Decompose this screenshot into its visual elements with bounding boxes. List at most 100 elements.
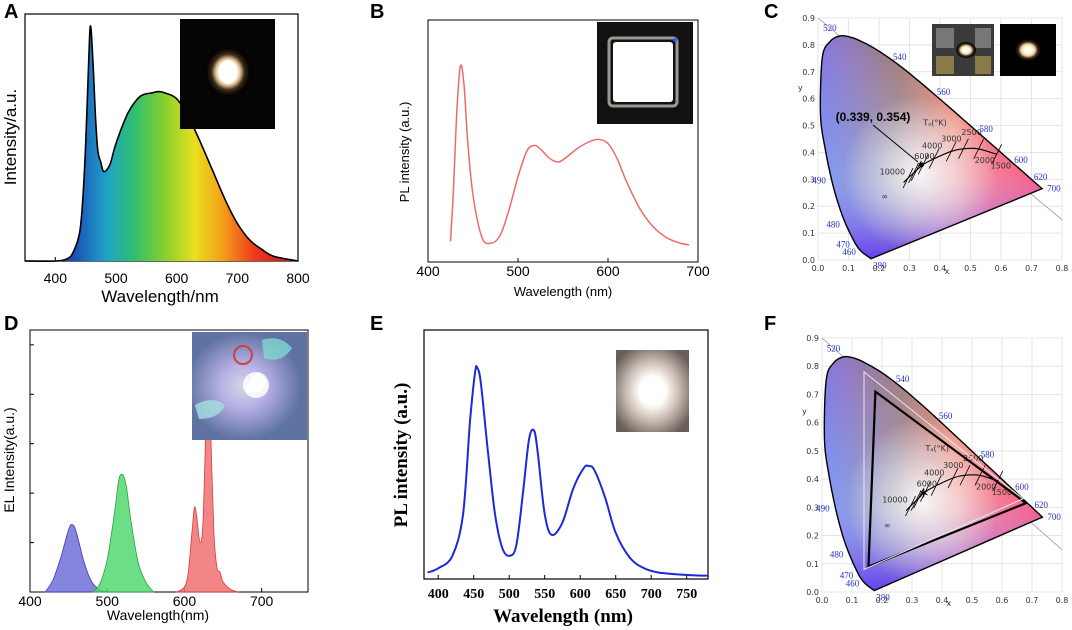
panel-d: D EL Intensity(a.u.) Wavelength(nm) 400 5…	[1, 313, 309, 623]
y-axis-label: y	[798, 84, 803, 93]
x-ticks: 400 500 600 700	[416, 258, 710, 279]
panel-a: A Intensity/a.u. Wavelength/nm 400 500 600…	[1, 1, 310, 306]
panel-b: B PL intensity (a.u.) Wavelength (nm) 40…	[370, 1, 710, 299]
x-tick-label: 400	[416, 263, 440, 279]
x-tick-label: 0.0	[816, 596, 829, 605]
spectral-locus	[819, 34, 1044, 260]
y-tick-label: 0.9	[806, 334, 819, 343]
white-glow-photo	[616, 350, 689, 432]
x-tick-label: 0.8	[1056, 596, 1069, 605]
temperature-label: 2000	[975, 156, 995, 165]
wavelength-label: 380	[873, 261, 887, 271]
y-tick-label: 0.3	[802, 175, 815, 184]
panel-letter: F	[764, 313, 776, 335]
spectrum	[24, 24, 299, 262]
x-tick-label: 0.4	[934, 264, 947, 273]
y-tick-label: 0.0	[806, 588, 819, 597]
isotherm-line	[930, 475, 942, 496]
x-tick-label: 600	[173, 593, 197, 609]
x-axis-label: Wavelength(nm)	[107, 607, 209, 623]
x-tick-label: 650	[605, 587, 626, 602]
plot-frame	[29, 329, 309, 593]
wavelength-label: 480	[830, 550, 844, 560]
x-tick-label: 600	[570, 587, 591, 602]
y-tick-label: 0.9	[802, 14, 815, 23]
x-tick-label: 0.6	[995, 264, 1008, 273]
wavelength-label: 470	[840, 571, 854, 581]
isotherm-line	[920, 481, 931, 502]
wavelength-label: 560	[937, 87, 951, 97]
x-tick-label: 0.7	[1026, 596, 1039, 605]
x-tick-label: 500	[96, 593, 120, 609]
panel-letter: C	[764, 1, 778, 23]
wavelength-label: 490	[816, 504, 830, 514]
isotherm-line	[973, 138, 985, 160]
y-axis-label: PL intensity (a.u.)	[391, 383, 412, 528]
x-axis-label: x	[947, 599, 952, 608]
y-axis-label: PL intensity (a.u.)	[397, 102, 412, 203]
y-axis-label: Intensity/a.u.	[1, 89, 20, 185]
x-tick-label: 700	[250, 593, 274, 609]
panel-letter: B	[370, 1, 384, 23]
white-point-marker	[918, 162, 924, 168]
temperature-label: 4000	[922, 142, 942, 151]
white-glow-photo	[1000, 24, 1056, 76]
x-ticks: 400 500 600 700	[18, 344, 274, 609]
y-tick-label: 0.2	[802, 202, 815, 211]
led-chip-photo	[192, 332, 307, 440]
temperature-label: 2500	[961, 128, 981, 137]
spectrum	[44, 347, 239, 593]
x-tick-label: 500	[104, 270, 128, 286]
wavelength-label: 540	[893, 52, 907, 62]
temperature-label: 10000	[882, 496, 907, 505]
y-tick-label: 0.7	[802, 68, 815, 77]
x-tick-label: 0.5	[964, 264, 977, 273]
panel-letter: D	[4, 313, 18, 335]
y-tick-label: 0.4	[802, 148, 815, 157]
isotherm-line	[905, 495, 916, 517]
x-tick-label: 700	[641, 587, 662, 602]
x-tick-label: 500	[506, 263, 530, 279]
temperature-label: 10000	[880, 167, 905, 176]
isotherm-line	[974, 465, 986, 486]
x-tick-label: 0.3	[906, 596, 919, 605]
temperature-label: 3000	[943, 461, 963, 470]
gamut-white	[820, 35, 1043, 259]
isotherm-line	[945, 141, 957, 162]
wavelength-label: 540	[896, 374, 910, 384]
x-tick-label: 800	[286, 270, 310, 286]
wavelength-label: 560	[939, 411, 953, 421]
white-point-marker: ✶	[918, 486, 930, 502]
panel-letter: A	[4, 1, 18, 23]
x-tick-label: 0.6	[996, 596, 1009, 605]
y-tick-label: 0.4	[806, 475, 819, 484]
x-axis-label: Wavelength (nm)	[493, 606, 633, 627]
x-tick-label: 700	[686, 263, 710, 279]
wavelength-label: 460	[846, 579, 860, 589]
y-tick-label: 0.2	[806, 532, 819, 541]
plot-frame	[423, 329, 709, 580]
x-tick-label: 0.1	[846, 596, 859, 605]
y-tick-label: 0.8	[802, 41, 815, 50]
wavelength-label: 470	[836, 239, 850, 249]
x-ticks: 400 450 500 550 600 650 700 750	[428, 575, 697, 602]
x-tick-label: 0.4	[936, 596, 949, 605]
spectrum	[449, 64, 690, 246]
wavelength-label: 600	[1014, 155, 1028, 165]
temperature-label: ∞	[884, 521, 891, 530]
spectrum	[427, 365, 709, 577]
tc-label: Tₐ(°K)	[925, 444, 950, 453]
isotherm-line	[928, 148, 940, 169]
x-tick-label: 400	[428, 587, 449, 602]
x-ticks: 400 500 600 700 800	[44, 257, 310, 286]
wavelength-label: 520	[827, 344, 841, 354]
y-tick-label: 0.3	[806, 503, 819, 512]
isotherm-line	[913, 488, 924, 509]
isotherm-line	[908, 162, 919, 184]
reference-triangle	[863, 370, 1024, 571]
